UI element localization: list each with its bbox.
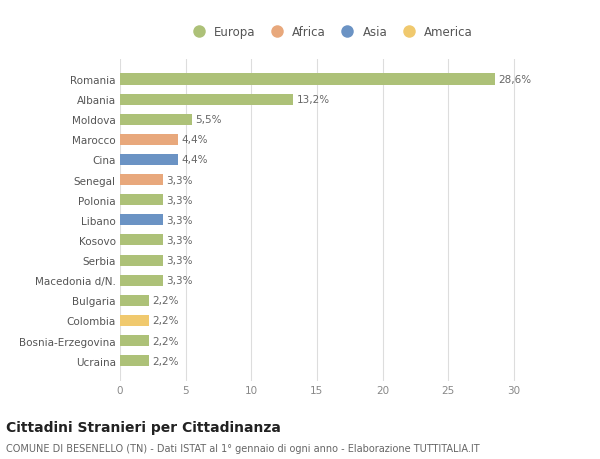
Bar: [120, 114, 192, 125]
Text: 4,4%: 4,4%: [181, 155, 208, 165]
Text: COMUNE DI BESENELLO (TN) - Dati ISTAT al 1° gennaio di ogni anno - Elaborazione : COMUNE DI BESENELLO (TN) - Dati ISTAT al…: [6, 443, 479, 453]
Text: 3,3%: 3,3%: [167, 175, 193, 185]
Bar: [120, 155, 178, 166]
Text: 2,2%: 2,2%: [152, 356, 179, 366]
Text: 5,5%: 5,5%: [196, 115, 222, 125]
Text: 3,3%: 3,3%: [167, 195, 193, 205]
Bar: [120, 335, 149, 346]
Bar: [120, 275, 163, 286]
Text: 3,3%: 3,3%: [167, 235, 193, 246]
Bar: [120, 235, 163, 246]
Legend: Europa, Africa, Asia, America: Europa, Africa, Asia, America: [185, 24, 475, 41]
Bar: [120, 315, 149, 326]
Text: 2,2%: 2,2%: [152, 316, 179, 326]
Bar: [120, 215, 163, 226]
Text: 13,2%: 13,2%: [296, 95, 329, 105]
Bar: [120, 255, 163, 266]
Text: 3,3%: 3,3%: [167, 275, 193, 285]
Bar: [120, 134, 178, 146]
Bar: [120, 295, 149, 306]
Text: Cittadini Stranieri per Cittadinanza: Cittadini Stranieri per Cittadinanza: [6, 420, 281, 434]
Bar: [120, 95, 293, 106]
Bar: [120, 195, 163, 206]
Bar: [120, 174, 163, 186]
Text: 3,3%: 3,3%: [167, 256, 193, 265]
Bar: [120, 74, 496, 85]
Text: 2,2%: 2,2%: [152, 296, 179, 306]
Bar: [120, 355, 149, 366]
Text: 3,3%: 3,3%: [167, 215, 193, 225]
Text: 28,6%: 28,6%: [499, 75, 532, 85]
Text: 2,2%: 2,2%: [152, 336, 179, 346]
Text: 4,4%: 4,4%: [181, 135, 208, 145]
